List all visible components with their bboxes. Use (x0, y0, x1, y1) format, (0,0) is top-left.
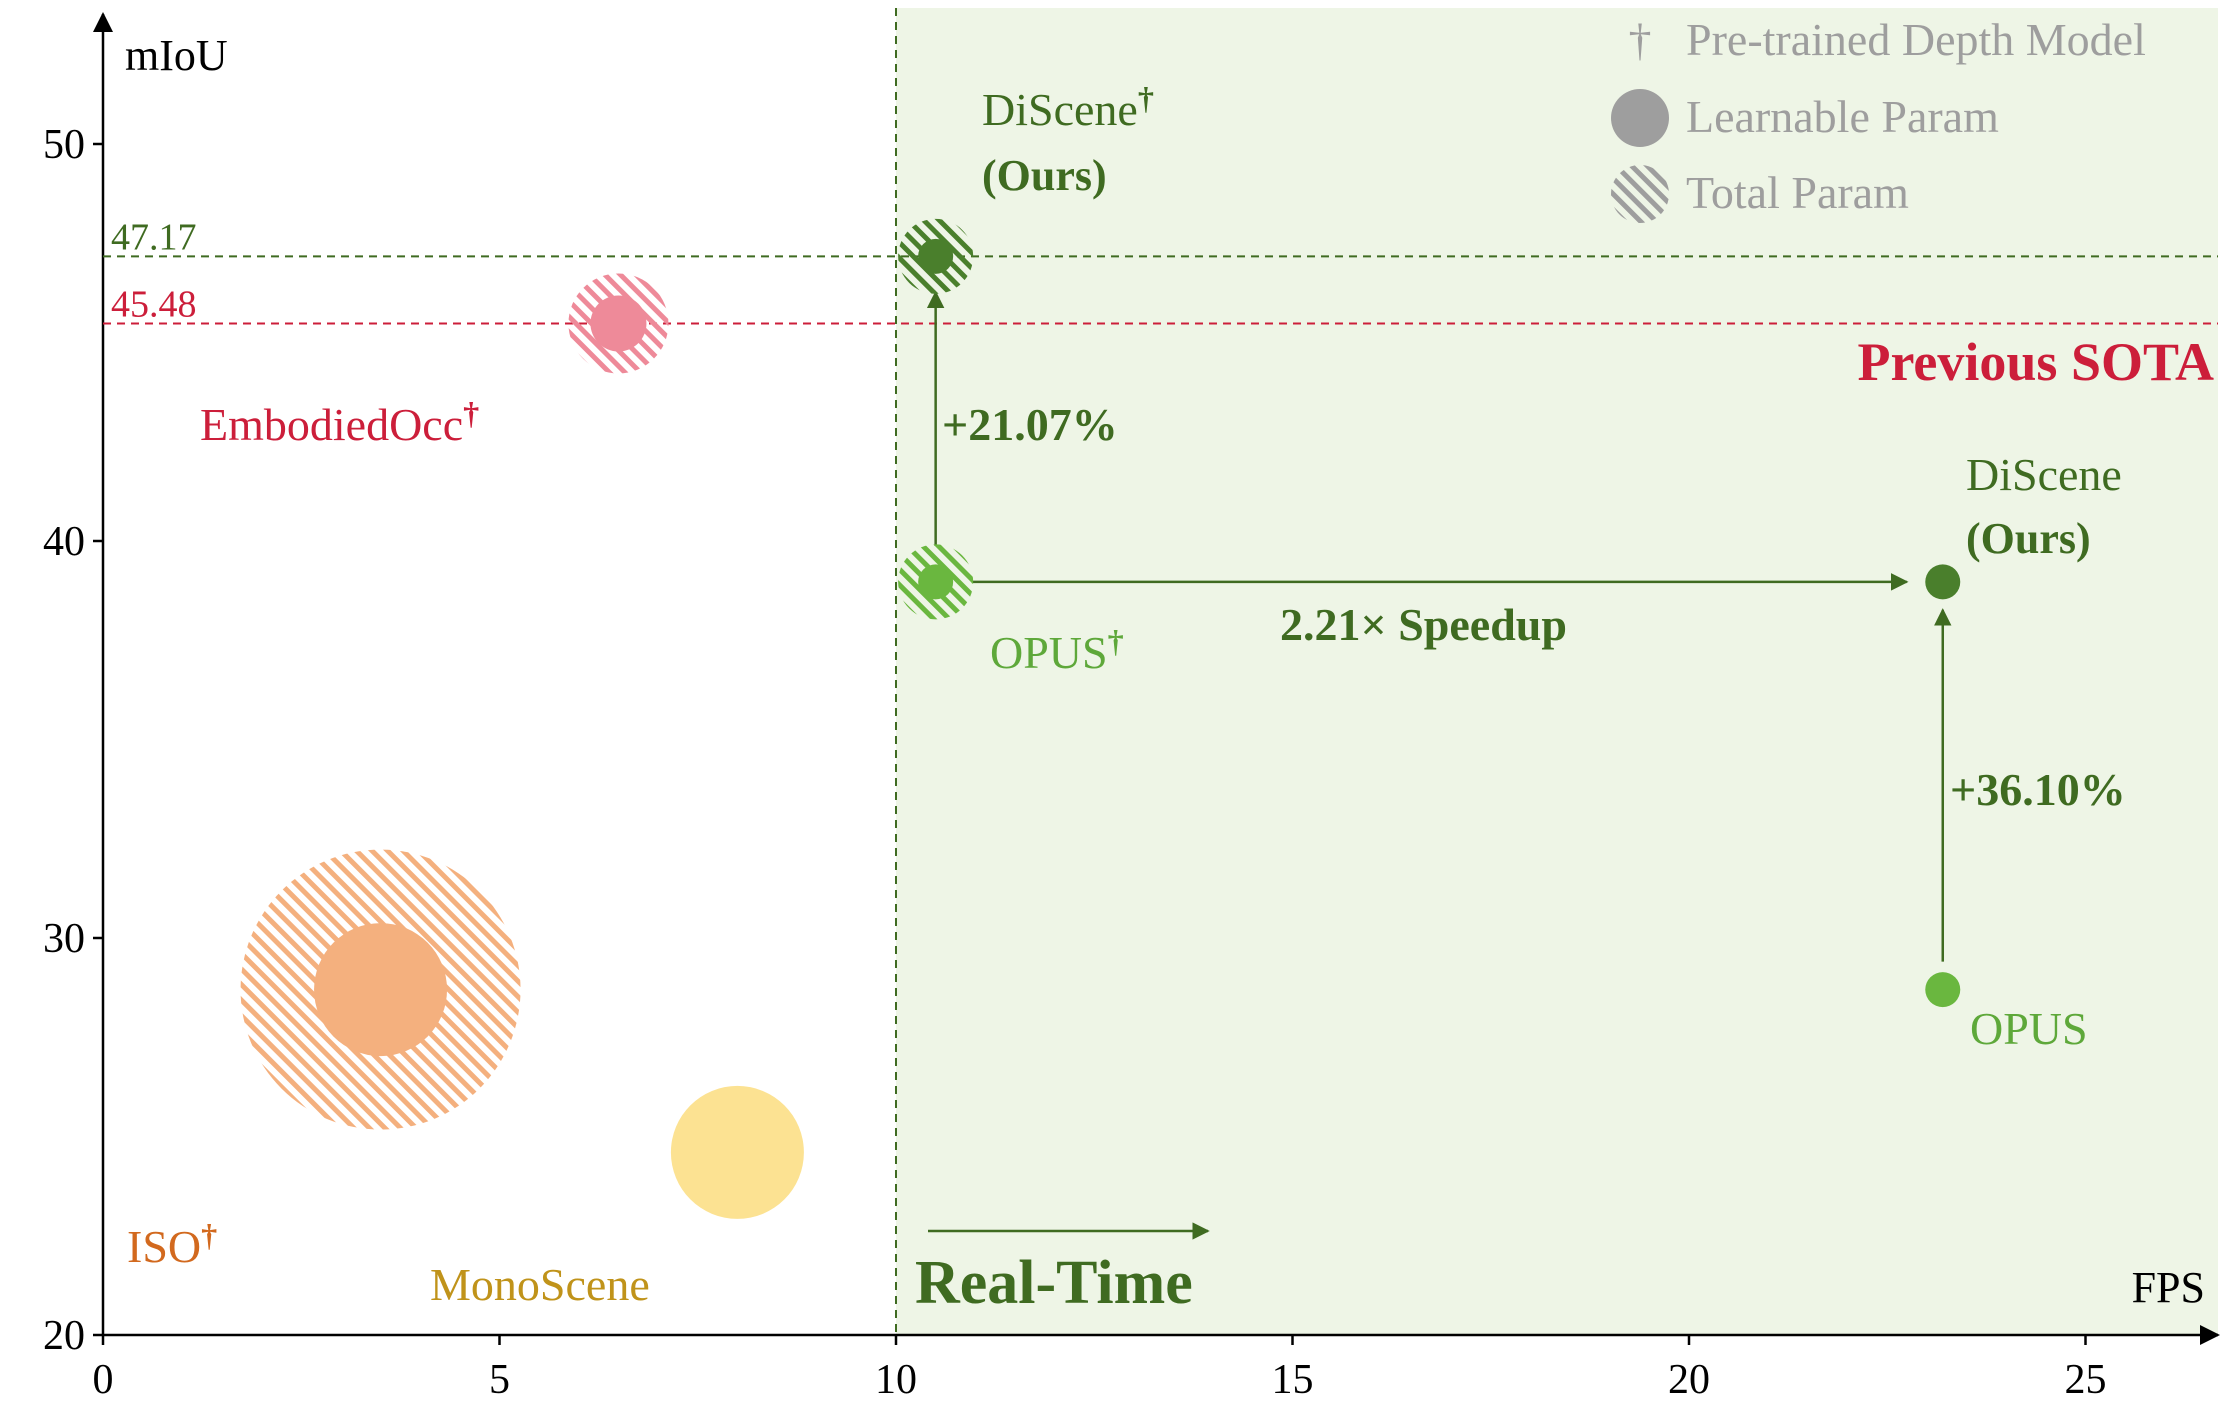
OPUS-depth-dagger: † (1108, 623, 1124, 659)
speedup-text: 2.21× Speedup (1280, 599, 1567, 650)
OPUS-depth-label-name: OPUS (990, 627, 1108, 678)
y-tick-label: 50 (43, 122, 85, 168)
OPUS-learnable-param-bubble (1925, 972, 1961, 1008)
discene-ref-value: 47.17 (111, 216, 197, 258)
MonoScene-learnable-param-bubble (670, 1085, 804, 1219)
y-tick-label: 20 (43, 1313, 85, 1359)
DiScene-depth-dagger: † (1138, 80, 1154, 116)
x-tick-label: 25 (2065, 1357, 2107, 1403)
DiScene-depth-ours-label: (Ours) (982, 151, 1107, 200)
ISO-label-name: ISO (127, 1221, 201, 1272)
DiScene-ours-label: (Ours) (1966, 514, 2091, 563)
real-time-region (896, 8, 2218, 1335)
y-tick-label: 30 (43, 916, 85, 962)
previous-sota-text: Previous SOTA (1857, 332, 2214, 392)
EmbodiedOcc-dagger: † (463, 395, 479, 431)
y-tick-label: 40 (43, 519, 85, 565)
DiScene-learnable-param-bubble (1925, 564, 1961, 600)
y-axis-title: mIoU (125, 31, 228, 80)
DiScene-depth-label-name: DiScene (982, 84, 1138, 135)
DiScene-label: DiScene (1966, 449, 2122, 500)
OPUS-label-name: OPUS (1970, 1003, 2088, 1054)
gain-depth-text: +21.07% (942, 399, 1118, 450)
OPUS-depth-label: OPUS† (990, 623, 1124, 678)
legend-total-label: Total Param (1686, 167, 1909, 218)
x-tick-label: 20 (1668, 1357, 1710, 1403)
ISO-dagger: † (201, 1217, 217, 1253)
MonoScene-label: MonoScene (430, 1259, 650, 1310)
x-axis-title: FPS (2132, 1263, 2205, 1312)
EmbodiedOcc-label-name: EmbodiedOcc (200, 399, 463, 450)
DiScene-label-name: DiScene (1966, 449, 2122, 500)
x-tick-label: 5 (489, 1357, 510, 1403)
sota-ref-value: 45.48 (111, 283, 197, 325)
OPUS-label: OPUS (1970, 1003, 2088, 1054)
MonoScene-label-name: MonoScene (430, 1259, 650, 1310)
x-tick-label: 15 (1272, 1357, 1314, 1403)
x-tick-label: 10 (875, 1357, 917, 1403)
legend-depth-label: Pre-trained Depth Model (1686, 14, 2146, 65)
OPUS-depth-learnable-param-bubble (918, 564, 954, 600)
EmbodiedOcc-learnable-param-bubble (590, 295, 647, 352)
DiScene-depth-learnable-param-bubble (918, 238, 954, 274)
EmbodiedOcc-label: EmbodiedOcc† (200, 395, 479, 450)
ISO-label: ISO† (127, 1217, 217, 1272)
DiScene-depth-label: DiScene† (982, 80, 1154, 135)
legend-total-symbol (1611, 165, 1669, 223)
x-tick-label: 0 (93, 1357, 114, 1403)
real-time-text: Real-Time (915, 1249, 1193, 1317)
legend-depth-symbol: † (1629, 14, 1652, 65)
legend-learnable-label: Learnable Param (1686, 91, 1999, 142)
gain-text: +36.10% (1950, 764, 2126, 815)
ISO-learnable-param-bubble (314, 923, 448, 1057)
legend-learnable-symbol (1611, 89, 1669, 147)
